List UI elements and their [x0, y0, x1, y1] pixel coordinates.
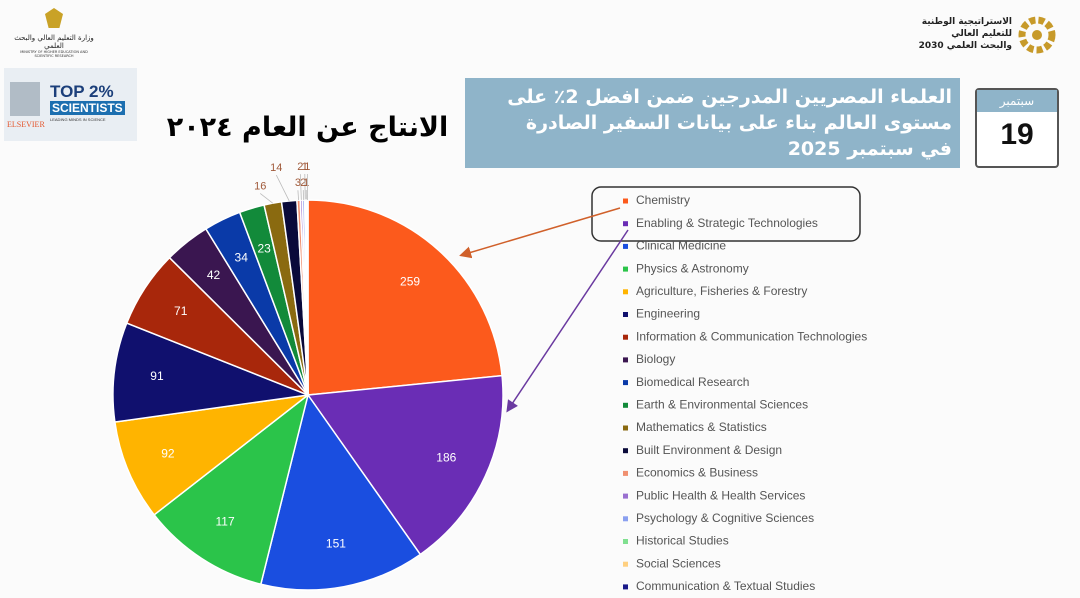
legend-label: Engineering — [636, 307, 700, 321]
legend-swatch — [623, 493, 628, 499]
pie-slice — [153, 393, 310, 586]
legend-label: Physics & Astronomy — [636, 261, 749, 275]
strategy-line: الاستراتيجية الوطنية — [921, 17, 1012, 27]
legend-swatch — [623, 448, 628, 454]
ministry-logo: وزارة التعليم العالي والبحث العلمي MINIS… — [14, 8, 94, 58]
data-label: 117 — [216, 515, 235, 529]
legend-label: Clinical Medicine — [636, 239, 726, 253]
data-label: 259 — [400, 274, 420, 288]
strategy-emblem — [1018, 16, 1056, 54]
data-label: 2 — [300, 177, 306, 189]
legend-label: Built Environment & Design — [636, 443, 782, 457]
legend-label: Enabling & Strategic Technologies — [636, 216, 818, 230]
legend-swatch — [623, 516, 628, 522]
strategy-text: الاستراتيجية الوطنية للتعليم العالي والب… — [900, 16, 1012, 52]
legend-label: Biomedical Research — [636, 375, 749, 389]
legend-swatch — [623, 266, 628, 272]
arrow — [506, 229, 629, 413]
strategy-line: للتعليم العالي — [951, 29, 1012, 39]
top2-badge: ELSEVIER TOP 2% SCIENTISTS LEADING MINDS… — [4, 68, 137, 141]
legend-swatch — [623, 402, 628, 408]
legend-label: Earth & Environmental Sciences — [636, 397, 808, 411]
data-label: 92 — [161, 446, 175, 460]
legend-swatch — [623, 584, 628, 590]
data-label: 1 — [304, 161, 310, 173]
legend-label: Chemistry — [636, 193, 690, 207]
strategy-line: والبحث العلمي 2030 — [918, 41, 1012, 51]
legend-label: Biology — [636, 352, 675, 366]
leader-line — [259, 193, 273, 204]
legend-label: Economics & Business — [636, 466, 758, 480]
legend-label: Communication & Textual Studies — [636, 579, 815, 593]
badge-scientists: SCIENTISTS — [50, 101, 125, 115]
pie-slice — [259, 393, 422, 591]
banner-line: مستوى العالم بناء على بيانات السفير الصا… — [525, 112, 952, 134]
legend-swatch — [623, 470, 628, 476]
data-label: 14 — [270, 162, 282, 174]
legend-swatch — [623, 357, 628, 363]
calendar-icon: سبتمبر 19 — [975, 88, 1059, 168]
legend-swatch — [623, 380, 628, 386]
data-label: 16 — [254, 180, 266, 192]
legend-label: Social Sciences — [636, 556, 721, 570]
badge-tagline: LEADING MINDS IN SCIENCE — [50, 117, 106, 122]
legend-swatch — [623, 221, 628, 227]
legend-swatch — [623, 425, 628, 431]
leader-line — [275, 174, 290, 202]
data-label: 151 — [326, 537, 346, 551]
data-label: 1 — [303, 177, 309, 189]
banner-line: العلماء المصريين المدرجين ضمن افضل 2٪ عل… — [507, 86, 952, 108]
data-label: 91 — [150, 369, 164, 383]
data-label: 1 — [302, 161, 308, 173]
data-label: 71 — [174, 304, 188, 318]
leader-line — [299, 174, 302, 201]
legend-swatch — [623, 243, 628, 249]
ministry-name: وزارة التعليم العالي والبحث العلمي — [14, 34, 94, 50]
pie-slice — [114, 393, 311, 516]
data-label: 34 — [235, 251, 249, 265]
legend-label: Information & Communication Technologies — [636, 329, 867, 343]
legend-swatch — [623, 539, 628, 544]
chart-title: الانتاج عن العام ٢٠٢٤ — [166, 112, 449, 143]
data-label: 186 — [436, 450, 456, 464]
legend-swatch — [623, 289, 628, 295]
legend-label: Public Health & Health Services — [636, 488, 805, 502]
pie-slice — [306, 374, 504, 556]
pie-slice — [307, 199, 503, 396]
data-label: 2 — [297, 161, 303, 173]
title-banner: العلماء المصريين المدرجين ضمن افضل 2٪ عل… — [465, 78, 960, 168]
calendar-month: سبتمبر — [977, 90, 1057, 112]
emblem-core — [1032, 30, 1042, 40]
legend-label: Psychology & Cognitive Sciences — [636, 511, 814, 525]
data-label: 3 — [295, 177, 301, 189]
emblem-ring — [1018, 16, 1056, 54]
legend-swatch — [623, 198, 628, 204]
legend-swatch — [623, 334, 628, 340]
legend-label: Agriculture, Fisheries & Forestry — [636, 284, 807, 298]
data-label: 23 — [257, 242, 271, 256]
legend-swatch — [623, 312, 628, 317]
pie-slice — [112, 322, 311, 423]
banner-line: في سبتمبر 2025 — [787, 138, 952, 160]
data-label: 42 — [207, 268, 221, 282]
elsevier-tree — [10, 82, 40, 116]
eagle-icon — [45, 8, 63, 28]
ministry-name-en: MINISTRY OF HIGHER EDUCATION AND SCIENTI… — [20, 50, 88, 58]
legend-label: Historical Studies — [636, 534, 729, 548]
arrow — [459, 207, 621, 259]
leader-line — [297, 190, 299, 201]
calendar-day: 19 — [1000, 118, 1034, 151]
publisher: ELSEVIER — [7, 120, 45, 129]
legend-swatch — [623, 561, 628, 567]
highlight-box — [591, 186, 861, 242]
legend-label: Mathematics & Statistics — [636, 420, 767, 434]
badge-top: TOP 2% — [50, 82, 114, 101]
